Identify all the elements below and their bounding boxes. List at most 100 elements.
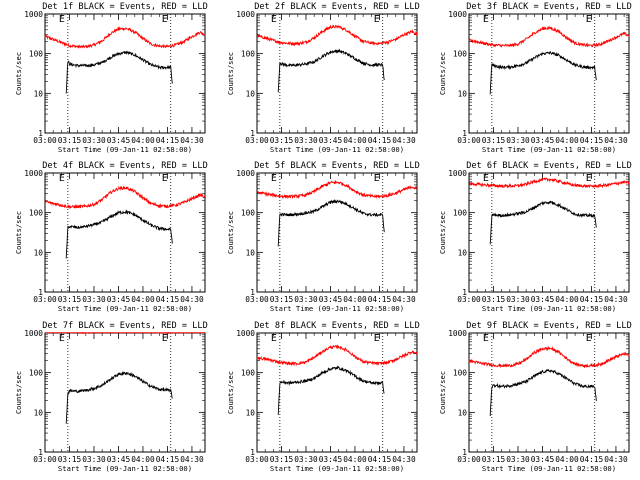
x-tick-label: 03:30: [82, 136, 106, 145]
y-tick-label: 100: [29, 209, 43, 218]
events-series-line: [277, 48, 385, 93]
events-series-line: [65, 50, 173, 94]
y-tick-label: 1: [250, 288, 255, 297]
x-tick-label: 04:30: [392, 455, 416, 464]
x-tick-label: 04:30: [604, 136, 628, 145]
y-axis-label: Counts/sec: [14, 371, 23, 414]
marker-label: E: [586, 173, 592, 184]
chart-panel-3: Det 3f BLACK = Events, RED = LLD 1 10 100 10…: [438, 2, 632, 154]
x-axis-label: Start Time (09-Jan-11 02:58:00): [270, 145, 404, 154]
y-tick-label: 10: [34, 248, 44, 257]
x-tick-label: 04:00: [131, 136, 155, 145]
x-tick-label: 04:15: [156, 455, 180, 464]
chart-title: Det 3f BLACK = Events, RED = LLD: [466, 2, 632, 12]
marker-label: E: [162, 333, 168, 344]
y-tick-label: 1: [462, 288, 467, 297]
x-tick-label: 04:30: [604, 455, 628, 464]
x-axis-label: Start Time (09-Jan-11 02:58:00): [270, 304, 404, 313]
x-tick-label: 03:45: [319, 455, 343, 464]
x-tick-label: 04:15: [156, 136, 180, 145]
y-tick-label: 1000: [236, 169, 255, 178]
x-tick-label: 03:00: [457, 455, 481, 464]
x-tick-label: 04:30: [180, 136, 204, 145]
x-tick-label: 03:30: [506, 295, 530, 304]
x-tick-label: 03:15: [482, 455, 506, 464]
chart-title: Det 4f BLACK = Events, RED = LLD: [42, 161, 208, 171]
x-tick-label: 03:15: [482, 136, 506, 145]
chart-title: Det 6f BLACK = Events, RED = LLD: [466, 161, 632, 171]
marker-label: E: [59, 333, 65, 344]
x-tick-label: 03:15: [270, 295, 294, 304]
lld-series-line: [468, 177, 630, 189]
marker-label: E: [59, 14, 65, 25]
marker-label: E: [374, 333, 380, 344]
y-tick-label: 1000: [24, 329, 43, 338]
chart-panel-8: Det 8f BLACK = Events, RED = LLD 1 10 100 10…: [226, 321, 420, 473]
y-axis-label: Counts/sec: [438, 371, 447, 414]
marker-label: E: [483, 14, 489, 25]
x-tick-label: 03:45: [531, 295, 555, 304]
marker-label: E: [374, 173, 380, 184]
marker-label: E: [271, 173, 277, 184]
y-tick-label: 1: [462, 448, 467, 457]
chart-panel-2: Det 2f BLACK = Events, RED = LLD 1 10 100 10…: [226, 2, 420, 154]
y-axis-label: Counts/sec: [438, 211, 447, 254]
y-axis-label: Counts/sec: [438, 52, 447, 95]
plot-frame: [256, 332, 418, 453]
marker-label: E: [271, 14, 277, 25]
x-tick-label: 03:15: [270, 455, 294, 464]
x-tick-label: 03:00: [33, 295, 57, 304]
chart-title: Det 8f BLACK = Events, RED = LLD: [254, 321, 420, 331]
lld-series-line: [256, 179, 418, 200]
plot-frame: [468, 332, 630, 453]
marker-label: E: [483, 333, 489, 344]
x-tick-label: 03:30: [82, 295, 106, 304]
y-tick-label: 100: [453, 369, 467, 378]
events-series-line: [277, 365, 385, 415]
y-tick-label: 100: [29, 50, 43, 59]
x-tick-label: 03:45: [531, 136, 555, 145]
y-tick-label: 10: [246, 408, 256, 417]
chart-title: Det 9f BLACK = Events, RED = LLD: [466, 321, 632, 331]
x-tick-label: 03:00: [245, 295, 269, 304]
y-tick-label: 10: [458, 248, 468, 257]
y-tick-label: 1000: [448, 169, 467, 178]
x-tick-label: 03:00: [33, 136, 57, 145]
events-series-line: [65, 209, 173, 259]
x-tick-label: 03:00: [33, 455, 57, 464]
x-tick-label: 04:00: [343, 136, 367, 145]
lld-series-line: [256, 24, 418, 47]
x-tick-label: 03:45: [319, 295, 343, 304]
marker-label: E: [374, 14, 380, 25]
y-tick-label: 100: [241, 369, 255, 378]
x-tick-label: 03:15: [58, 455, 82, 464]
events-series-line: [489, 200, 597, 245]
x-tick-label: 03:30: [82, 455, 106, 464]
x-tick-label: 04:15: [156, 295, 180, 304]
x-tick-label: 04:15: [368, 295, 392, 304]
x-tick-label: 03:45: [107, 455, 131, 464]
chart-panel-6: Det 6f BLACK = Events, RED = LLD 1 10 100 10…: [438, 161, 632, 313]
x-tick-label: 04:30: [180, 295, 204, 304]
x-axis-label: Start Time (09-Jan-11 02:58:00): [58, 145, 192, 154]
events-series-line: [65, 371, 173, 424]
events-series-line: [489, 50, 597, 95]
y-tick-label: 100: [29, 369, 43, 378]
x-tick-label: 03:15: [58, 295, 82, 304]
x-axis-label: Start Time (09-Jan-11 02:58:00): [482, 464, 616, 473]
chart-title: Det 5f BLACK = Events, RED = LLD: [254, 161, 420, 171]
chart-panel-5: Det 5f BLACK = Events, RED = LLD 1 10 100 10…: [226, 161, 420, 313]
x-tick-label: 03:00: [457, 295, 481, 304]
x-tick-label: 04:00: [555, 455, 579, 464]
y-tick-label: 1: [38, 288, 43, 297]
y-tick-label: 1000: [236, 10, 255, 19]
x-tick-label: 04:30: [604, 295, 628, 304]
x-tick-label: 03:15: [270, 136, 294, 145]
x-tick-label: 03:30: [506, 136, 530, 145]
chart-panel-7: Det 7f BLACK = Events, RED = LLD 1 10 100 10…: [14, 321, 208, 473]
marker-label: E: [586, 14, 592, 25]
x-tick-label: 03:45: [107, 295, 131, 304]
y-tick-label: 1: [250, 129, 255, 138]
y-axis-label: Counts/sec: [14, 52, 23, 95]
y-tick-label: 10: [34, 89, 44, 98]
